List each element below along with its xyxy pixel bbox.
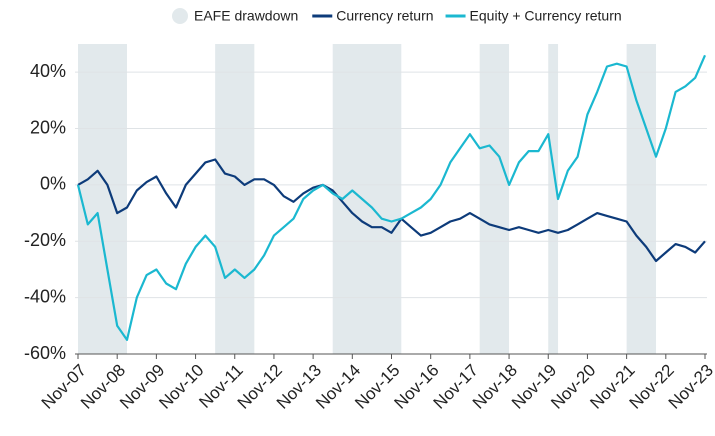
legend-label: EAFE drawdown <box>194 8 298 24</box>
legend-label: Currency return <box>336 8 433 24</box>
x-tick-label: Nov-10 <box>155 361 207 413</box>
y-tick-label: -40% <box>24 286 66 306</box>
legend: EAFE drawdown Currency return Equity + Cur… <box>172 8 622 24</box>
legend-label: Equity + Currency return <box>470 8 622 24</box>
y-tick-label: -20% <box>24 230 66 250</box>
y-tick-label: 20% <box>30 117 66 137</box>
y-tick-label: 0% <box>40 174 66 194</box>
y-tick-label: 40% <box>30 61 66 81</box>
series-line <box>77 158 706 263</box>
drawdown-band <box>548 44 559 354</box>
series-line <box>76 54 707 341</box>
legend-swatch <box>172 8 188 24</box>
drawdown-band <box>78 44 127 354</box>
drawdown-band <box>626 44 657 354</box>
drawdown-band <box>215 44 255 354</box>
x-tick-label: Nov-23 <box>665 361 715 413</box>
drawdown-band <box>479 44 510 354</box>
y-tick-label: -60% <box>24 343 66 363</box>
